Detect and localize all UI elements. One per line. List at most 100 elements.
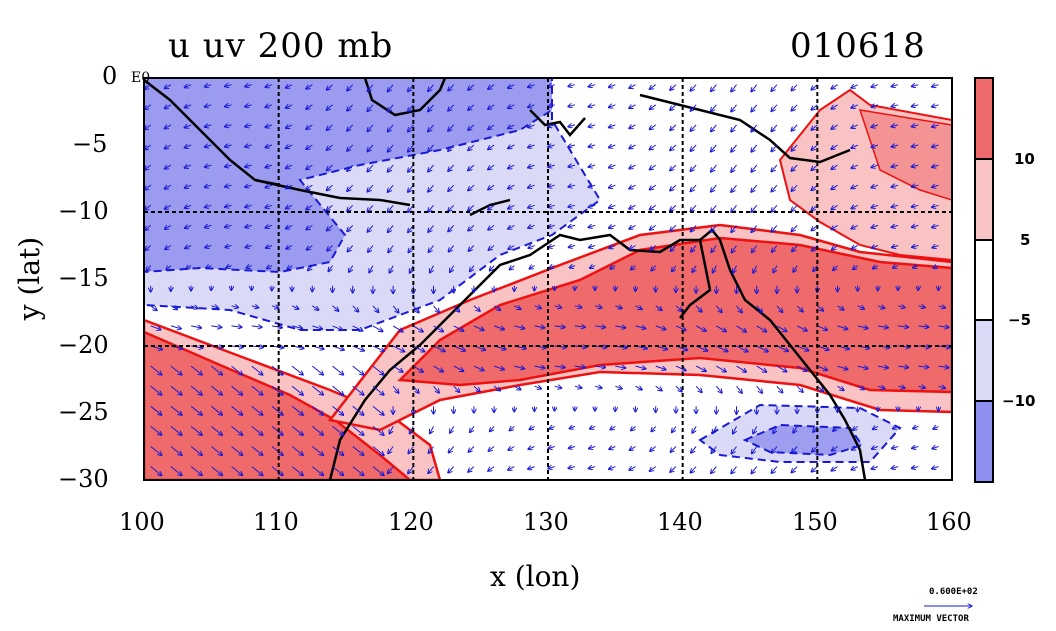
wind-vector — [291, 426, 303, 435]
wind-vector — [184, 105, 192, 108]
wind-vector — [751, 144, 758, 152]
wind-vector — [891, 447, 899, 449]
wind-vector — [548, 125, 555, 127]
wind-vector — [649, 466, 657, 472]
wind-vector — [817, 305, 823, 311]
wind-vector — [932, 125, 939, 127]
wind-vector — [751, 225, 758, 232]
wind-vector — [851, 165, 858, 168]
wind-vector — [651, 265, 657, 271]
reference-vector-value: 0.600E+02 — [929, 587, 978, 597]
wind-vector — [306, 245, 313, 251]
wind-vector — [347, 124, 354, 131]
wind-vector — [352, 385, 364, 395]
wind-vector — [629, 205, 636, 209]
wind-vector — [190, 365, 202, 375]
wind-vector — [508, 105, 515, 109]
wind-vector — [332, 325, 343, 330]
wind-vector — [332, 365, 344, 375]
wind-vector — [251, 405, 263, 415]
wind-vector — [871, 467, 879, 469]
wind-vector — [731, 225, 737, 232]
wind-vector — [184, 205, 192, 208]
wind-vector — [857, 386, 865, 389]
wind-vector — [271, 466, 283, 476]
wind-vector — [164, 225, 172, 229]
wind-vector — [695, 365, 706, 371]
wind-vector — [608, 145, 616, 148]
wind-vector — [712, 426, 717, 433]
wind-vector — [568, 246, 576, 248]
wind-vector — [372, 466, 384, 476]
wind-vector — [224, 85, 232, 87]
wind-vector — [791, 84, 798, 91]
wind-vector — [891, 225, 899, 227]
wind-vector — [690, 144, 697, 151]
coastline-cape-york — [679, 239, 712, 319]
wind-vector — [408, 446, 414, 454]
wind-vector — [796, 365, 807, 371]
wind-vector — [690, 184, 697, 191]
wind-vector — [170, 306, 178, 310]
wind-vector — [871, 246, 879, 249]
wind-vector — [753, 265, 758, 274]
y-tick-label: 0 — [102, 62, 118, 90]
wind-vector — [776, 385, 783, 393]
wind-vector — [389, 265, 394, 274]
wind-vector — [851, 467, 858, 470]
wind-vector — [837, 305, 845, 310]
wind-vector — [347, 84, 354, 91]
wind-vector — [771, 184, 778, 192]
wind-vector — [509, 426, 515, 430]
wind-vector — [534, 386, 542, 389]
wind-vector — [594, 306, 602, 308]
wind-vector — [574, 386, 582, 388]
wind-vector — [831, 446, 838, 451]
wind-vector — [453, 385, 460, 392]
wind-vector — [534, 306, 542, 309]
wind-vector — [548, 467, 555, 469]
wind-vector — [690, 204, 697, 211]
wind-vector — [851, 105, 858, 108]
wind-vector — [150, 426, 162, 435]
wind-vector — [731, 245, 737, 253]
wind-vector — [448, 204, 455, 211]
wind-vector — [392, 365, 403, 372]
wind-vector — [408, 104, 414, 112]
wind-vector — [831, 124, 838, 129]
wind-vector — [285, 205, 293, 208]
wind-vector — [231, 405, 243, 415]
wind-vector — [872, 266, 879, 269]
wind-vector — [833, 265, 838, 271]
wind-vector — [877, 326, 888, 328]
wind-vector — [306, 144, 313, 149]
wind-vector — [245, 225, 252, 227]
wind-vector — [312, 405, 323, 415]
wind-vector — [204, 185, 212, 187]
wind-vector — [514, 326, 524, 329]
wind-vector — [328, 265, 333, 272]
wind-vector — [251, 326, 262, 327]
wind-vector — [332, 405, 344, 415]
wind-vector — [938, 326, 949, 328]
wind-vector — [871, 85, 879, 87]
wind-vector — [811, 84, 818, 90]
wind-vector — [184, 185, 192, 188]
wind-vector — [448, 84, 455, 91]
wind-vector — [508, 447, 515, 451]
corner-mark: E0 — [131, 70, 151, 86]
wind-vector — [528, 205, 535, 208]
wind-vector — [649, 124, 657, 130]
wind-vector — [791, 164, 798, 171]
wind-vector — [265, 125, 273, 127]
wind-vector — [144, 225, 152, 230]
wind-vector — [711, 245, 717, 253]
wind-vector — [733, 426, 737, 434]
wind-vector — [932, 246, 939, 248]
wind-vector — [911, 145, 919, 147]
wind-vector — [791, 466, 798, 473]
wind-vector — [811, 104, 818, 110]
wind-vector — [655, 325, 666, 330]
wind-vector — [811, 225, 818, 230]
wind-vector — [891, 185, 899, 187]
